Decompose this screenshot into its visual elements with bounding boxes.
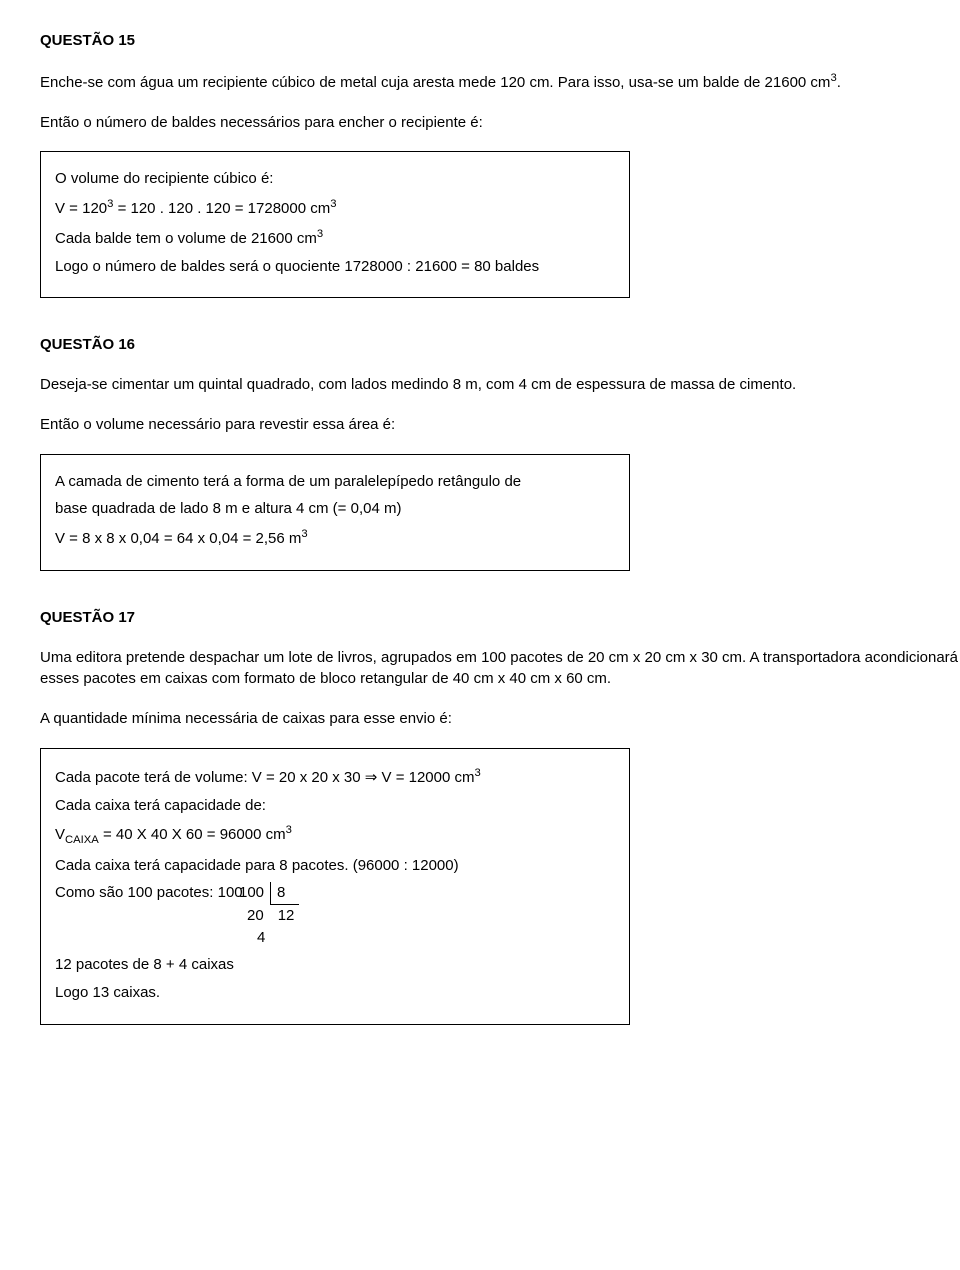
- q17-box-l3a: V: [55, 826, 65, 843]
- q16-box-l3: V = 8 x 8 x 0,04 = 64 x 0,04 = 2,56 m3: [55, 526, 615, 550]
- q15-heading: QUESTÃO 15: [40, 30, 960, 52]
- q15-box-l2: V = 1203 = 120 . 120 . 120 = 1728000 cm3: [55, 196, 615, 220]
- q17-box-l1a: Cada pacote terá de volume: V = 20 x 20 …: [55, 769, 365, 786]
- division-quotient: 12: [272, 905, 295, 927]
- q16-box-l3sup: 3: [301, 528, 307, 540]
- division-divisor: 8: [270, 882, 299, 905]
- q16-box-l3a: V = 8 x 8 x 0,04 = 64 x 0,04 = 2,56 m: [55, 530, 301, 547]
- q15-intro1: Enche-se com água um recipiente cúbico d…: [40, 70, 960, 94]
- q17-box-l1sup: 3: [475, 767, 481, 779]
- division-r2: 4: [239, 927, 299, 949]
- q17-box-l2: Cada caixa terá capacidade de:: [55, 795, 615, 817]
- division-top: 100 8: [239, 882, 299, 905]
- q16-intro2: Então o volume necessário para revestir …: [40, 414, 960, 436]
- q17-box-l6: 12 pacotes de 8 + 4 caixas: [55, 954, 615, 976]
- q17-solution-box: Cada pacote terá de volume: V = 20 x 20 …: [40, 748, 630, 1025]
- q15-box-l2sup2: 3: [330, 198, 336, 210]
- q16-box-l1: A camada de cimento terá a forma de um p…: [55, 471, 615, 493]
- q15-solution-box: O volume do recipiente cúbico é: V = 120…: [40, 151, 630, 298]
- q17-box-l3sub: CAIXA: [65, 834, 99, 846]
- q17-division: 100 8 20 12 4: [235, 882, 615, 948]
- q17-box-l1: Cada pacote terá de volume: V = 20 x 20 …: [55, 765, 615, 789]
- q15-box-l2b: = 120 . 120 . 120 = 1728000 cm: [113, 200, 330, 217]
- q17-intro2: A quantidade mínima necessária de caixas…: [40, 708, 960, 730]
- q17-intro1: Uma editora pretende despachar um lote d…: [40, 647, 960, 691]
- division-wrap: 100 8 20 12 4: [239, 882, 299, 948]
- q15-intro1-tail: .: [837, 74, 841, 91]
- q15-box-l3: Cada balde tem o volume de 21600 cm3: [55, 226, 615, 250]
- division-r1: 20: [239, 905, 272, 927]
- q17-box-l4: Cada caixa terá capacidade para 8 pacote…: [55, 855, 615, 877]
- q16-solution-box: A camada de cimento terá a forma de um p…: [40, 454, 630, 571]
- q15-box-l4: Logo o número de baldes será o quociente…: [55, 256, 615, 278]
- q15-box-l3sup: 3: [317, 228, 323, 240]
- q17-box-l1arrow: ⇒: [365, 769, 378, 786]
- q16-intro1: Deseja-se cimentar um quintal quadrado, …: [40, 374, 960, 396]
- q15-box-l3a: Cada balde tem o volume de 21600 cm: [55, 230, 317, 247]
- q15-intro2: Então o número de baldes necessários par…: [40, 112, 960, 134]
- division-dividend: 100: [239, 882, 270, 905]
- q15-box-l2a: V = 120: [55, 200, 107, 217]
- q17-box-l1b: V = 12000 cm: [377, 769, 474, 786]
- q15-intro1-text: Enche-se com água um recipiente cúbico d…: [40, 74, 830, 91]
- division-line3: 4: [239, 927, 299, 949]
- division-line2: 20 12: [239, 905, 299, 927]
- q16-heading: QUESTÃO 16: [40, 334, 960, 356]
- q17-box-l3b: = 40 X 40 X 60 = 96000 cm: [99, 826, 286, 843]
- q15-box-l1: O volume do recipiente cúbico é:: [55, 168, 615, 190]
- q17-box-l7: Logo 13 caixas.: [55, 982, 615, 1004]
- q17-box-l5-text: Como são 100 pacotes: 100: [55, 884, 243, 901]
- q16-box-l2: base quadrada de lado 8 m e altura 4 cm …: [55, 498, 615, 520]
- q17-box-l3sup: 3: [286, 824, 292, 836]
- q17-heading: QUESTÃO 17: [40, 607, 960, 629]
- q17-box-l3: VCAIXA = 40 X 40 X 60 = 96000 cm3: [55, 822, 615, 848]
